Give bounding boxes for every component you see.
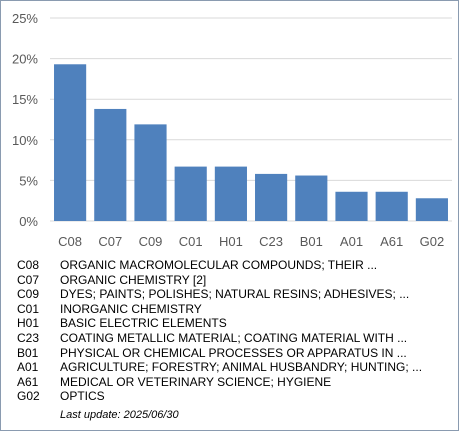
legend-code: H01 [17,316,40,331]
legend-item: C07 ORGANIC CHEMISTRY [2] [17,273,457,288]
legend-item: C08 ORGANIC MACROMOLECULAR COMPOUNDS; THE… [17,258,457,273]
legend-description: PHYSICAL OR CHEMICAL PROCESSES OR APPARA… [60,345,407,360]
x-tick-label: C01 [179,234,203,249]
legend-description: BASIC ELECTRIC ELEMENTS [60,316,227,331]
x-tick-label: A61 [380,234,403,249]
y-tick-label: 10% [12,133,38,148]
x-tick-label: H01 [219,234,243,249]
legend-item: B01 PHYSICAL OR CHEMICAL PROCESSES OR APP… [17,346,457,361]
legend-item: A01 AGRICULTURE; FORESTRY; ANIMAL HUSBAND… [17,360,457,375]
bar-g02 [415,198,448,221]
legend-code: A61 [17,374,39,389]
legend-item: C09 DYES; PAINTS; POLISHES; NATURAL RESIN… [17,287,457,302]
legend-description: MEDICAL OR VETERINARY SCIENCE; HYGIENE [60,374,332,389]
bar-c01 [174,166,207,221]
y-tick-label: 15% [12,92,38,107]
bar-c08 [54,64,87,221]
bar-h01 [214,166,247,221]
bar-a01 [335,191,368,221]
legend-description: COATING METALLIC MATERIAL; COATING MATER… [60,330,408,345]
x-tick-label: C23 [259,234,283,249]
legend-description: OPTICS [60,389,105,404]
legend-code: C01 [17,301,40,316]
last-update: Last update: 2025/06/30 [60,409,179,421]
y-tick-label: 25% [12,11,38,26]
bar-c23 [255,173,288,221]
y-tick-label: 20% [12,52,38,67]
y-tick-label: 0% [19,214,38,229]
legend-code: G02 [17,389,40,404]
legend-item: A61 MEDICAL OR VETERINARY SCIENCE; HYGIEN… [17,375,457,390]
x-tick-label: A01 [340,234,363,249]
legend-code: C07 [17,272,40,287]
y-tick-label: 5% [19,173,38,188]
bar-b01 [295,175,328,221]
bars [54,64,448,221]
x-tick-label: C07 [98,234,122,249]
legend-code: B01 [17,345,39,360]
legend-description: AGRICULTURE; FORESTRY; ANIMAL HUSBANDRY;… [60,360,423,375]
legend-item: C23 COATING METALLIC MATERIAL; COATING MA… [17,331,457,346]
legend-code: C09 [17,287,40,302]
legend-description: ORGANIC CHEMISTRY [2] [60,272,207,287]
x-tick-label: B01 [300,234,323,249]
category-legend: C08 ORGANIC MACROMOLECULAR COMPOUNDS; THE… [17,258,457,404]
legend-code: C23 [17,330,40,345]
legend-item: H01 BASIC ELECTRIC ELEMENTS [17,316,457,331]
bar-a61 [375,191,408,221]
bar-c09 [134,124,167,221]
bar-c07 [94,108,127,221]
x-tick-label: G02 [420,234,445,249]
x-axis-ticks: C08 C07 C09 C01 H01 C23 B01 A01 A61 G02 [58,234,444,249]
legend-item: G02 OPTICS [17,389,457,404]
legend-description: INORGANIC CHEMISTRY [60,301,202,316]
x-tick-label: C08 [58,234,82,249]
legend-description: ORGANIC MACROMOLECULAR COMPOUNDS; THEIR … [60,258,378,272]
bar-chart: 0% 5% 10% 15% 20% 25% C08 C07 C09 C01 H01 C23 B01 A0… [12,11,452,249]
legend-item: C01 INORGANIC CHEMISTRY [17,302,457,317]
x-tick-label: C09 [139,234,163,249]
y-axis-ticks: 0% 5% 10% 15% 20% 25% [12,11,38,229]
legend-code: C08 [17,258,40,272]
legend-code: A01 [17,360,39,375]
legend-description: DYES; PAINTS; POLISHES; NATURAL RESINS; … [60,287,410,302]
